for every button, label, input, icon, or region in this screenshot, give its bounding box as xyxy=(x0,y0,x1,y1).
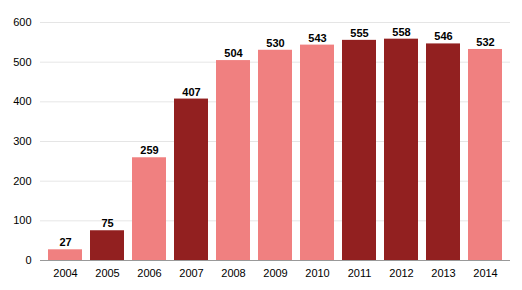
svg-text:2009: 2009 xyxy=(263,267,287,279)
svg-text:555: 555 xyxy=(350,27,368,39)
svg-text:2011: 2011 xyxy=(348,267,372,279)
svg-text:2007: 2007 xyxy=(179,267,203,279)
svg-text:2012: 2012 xyxy=(389,267,413,279)
svg-text:2013: 2013 xyxy=(431,267,455,279)
svg-text:2010: 2010 xyxy=(305,267,329,279)
svg-text:200: 200 xyxy=(13,175,31,187)
svg-text:600: 600 xyxy=(13,16,31,28)
svg-text:2008: 2008 xyxy=(221,267,245,279)
svg-text:27: 27 xyxy=(59,236,71,248)
svg-text:504: 504 xyxy=(224,47,243,59)
svg-text:530: 530 xyxy=(266,37,284,49)
svg-text:543: 543 xyxy=(308,32,326,44)
svg-text:2004: 2004 xyxy=(53,267,77,279)
svg-text:0: 0 xyxy=(25,254,31,266)
svg-text:400: 400 xyxy=(13,95,31,107)
svg-text:100: 100 xyxy=(13,214,31,226)
svg-text:2014: 2014 xyxy=(473,267,497,279)
svg-text:2006: 2006 xyxy=(137,267,161,279)
svg-text:300: 300 xyxy=(13,135,31,147)
svg-text:546: 546 xyxy=(434,30,452,42)
svg-text:75: 75 xyxy=(101,217,113,229)
svg-text:500: 500 xyxy=(13,56,31,68)
svg-text:259: 259 xyxy=(140,144,158,156)
svg-text:407: 407 xyxy=(182,86,200,98)
svg-text:532: 532 xyxy=(476,36,494,48)
svg-text:2005: 2005 xyxy=(95,267,119,279)
svg-text:558: 558 xyxy=(392,26,410,38)
